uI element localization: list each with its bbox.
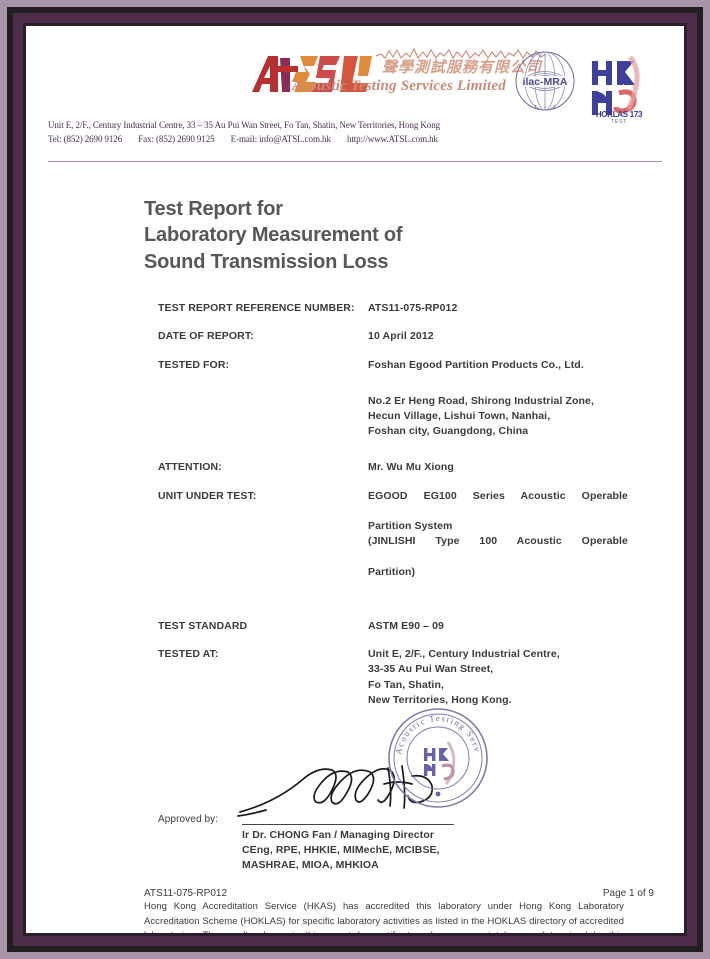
hoklas-caption: HOKLAS 173 <box>595 110 643 119</box>
field-row-tested-at: TESTED AT: Unit E, 2/F., Century Industr… <box>158 647 628 708</box>
client-address-line-3: Foshan city, Guangdong, China <box>368 425 529 438</box>
accreditation-notice: Hong Kong Accreditation Service (HKAS) h… <box>144 900 624 933</box>
footer-page-number: Page 1 of 9 <box>602 888 654 899</box>
waveform-decoration-icon <box>376 48 546 60</box>
unit-under-test-label: UNIT UNDER TEST: <box>158 489 257 502</box>
date-label: DATE OF REPORT: <box>158 330 254 343</box>
tested-at-line-1: Unit E, 2/F., Century Industrial Centre, <box>368 648 560 661</box>
company-fax: Fax: (852) 2690 9125 <box>138 134 215 144</box>
document-frame-plum: 聲學測試服務有限公司 Acoustic Testing Services Lim… <box>13 13 697 946</box>
field-row-attention: ATTENTION: Mr. Wu Mu Xiong <box>158 460 628 475</box>
client-address-line-2: Hecun Village, Lishui Town, Nanhai, <box>368 410 551 423</box>
tested-for-label: TESTED FOR: <box>158 358 230 371</box>
company-tagline: Acoustic Testing Services Limited <box>292 78 506 94</box>
tested-at-line-4: New Territories, Hong Kong. <box>368 693 512 706</box>
company-logo-zone: 聲學測試服務有限公司 Acoustic Testing Services Lim… <box>248 48 548 118</box>
company-email: E-mail: info@ATSL.com.hk <box>230 134 331 144</box>
client-address-line-1: No.2 Er Heng Road, Shirong Industrial Zo… <box>368 394 594 407</box>
approval-block: Acoustic Testing Services Limited Approv… <box>158 706 628 884</box>
report-details: TEST REPORT REFERENCE NUMBER: ATS11-075-… <box>158 301 628 708</box>
report-title-line-2: Laboratory Measurement of <box>144 224 403 247</box>
spacer <box>158 452 628 460</box>
document-frame-inner-line: 聲學測試服務有限公司 Acoustic Testing Services Lim… <box>23 23 687 936</box>
field-row-reference: TEST REPORT REFERENCE NUMBER: ATS11-075-… <box>158 301 628 316</box>
unit-line-4: Partition) <box>368 565 416 578</box>
tested-at-line-2: 33-35 Au Pui Wan Street, <box>368 663 494 676</box>
company-website: http://www.ATSL.com.hk <box>346 134 438 144</box>
signature-rule <box>242 824 454 826</box>
company-address: Unit E, 2/F., Century Industrial Centre,… <box>48 120 441 130</box>
atsl-logo-icon <box>252 56 372 92</box>
reference-label: TEST REPORT REFERENCE NUMBER: <box>158 302 355 315</box>
attention-value: Mr. Wu Mu Xiong <box>368 461 454 474</box>
spacer <box>158 593 628 619</box>
attention-label: ATTENTION: <box>158 461 222 474</box>
tested-at-label: TESTED AT: <box>158 648 219 661</box>
report-title: Test Report for Laboratory Measurement o… <box>144 196 684 275</box>
date-value: 10 April 2012 <box>368 330 434 343</box>
unit-under-test-value: EGOOD EG100 Series Acoustic Operable Par… <box>368 489 628 580</box>
approver-credentials-1: CEng, RPE, HHKIE, MIMechE, MCIBSE, <box>242 844 440 857</box>
field-row-date: DATE OF REPORT: 10 April 2012 <box>158 329 628 344</box>
letterhead-address-block: Unit E, 2/F., Century Industrial Centre,… <box>48 120 662 144</box>
company-seal-stamp: Acoustic Testing Services Limited <box>386 706 488 808</box>
field-row-test-standard: TEST STANDARD ASTM E90 – 09 <box>158 619 628 634</box>
letterhead: 聲學測試服務有限公司 Acoustic Testing Services Lim… <box>48 44 662 162</box>
tested-at-line-3: Fo Tan, Shatin, <box>368 678 444 691</box>
unit-line-1: EGOOD EG100 Series Acoustic Operable <box>368 489 628 502</box>
report-title-line-3: Sound Transmission Loss <box>144 250 389 273</box>
spacer <box>158 386 628 394</box>
unit-line-3: (JINLISHI Type 100 Acoustic Operable <box>368 535 628 548</box>
ilac-mra-logo-icon: ilac-MRA <box>515 51 575 111</box>
footer-reference: ATS11-075-RP012 <box>144 888 228 899</box>
field-row-unit-under-test: UNIT UNDER TEST: EGOOD EG100 Series Acou… <box>158 489 628 580</box>
test-standard-label: TEST STANDARD <box>158 620 248 633</box>
accreditation-paragraph: Hong Kong Accreditation Service (HKAS) h… <box>144 901 624 933</box>
svg-text:Acoustic Testing Services Limi: Acoustic Testing Services Limited <box>386 706 483 755</box>
client-address-value: No.2 Er Heng Road, Shirong Industrial Zo… <box>368 394 628 440</box>
company-tel: Tel: (852) 2690 9126 <box>48 134 123 144</box>
approver-credentials-2: MASHRAE, MIOA, MHKIOA <box>242 858 379 871</box>
test-standard-value: ASTM E90 – 09 <box>368 620 444 633</box>
approver-name: Ir Dr. CHONG Fan / Managing Director <box>242 829 435 842</box>
document-frame-dark: 聲學測試服務有限公司 Acoustic Testing Services Lim… <box>7 7 703 952</box>
field-row-tested-for: TESTED FOR: Foshan Egood Partition Produ… <box>158 358 628 373</box>
tested-at-value: Unit E, 2/F., Century Industrial Centre,… <box>368 647 628 708</box>
approved-by-label: Approved by: <box>158 814 219 826</box>
hoklas-sub-caption: TEST <box>610 119 628 125</box>
hkas-logo-icon <box>592 55 640 115</box>
unit-line-2: Partition System <box>368 520 453 533</box>
svg-text:ilac-MRA: ilac-MRA <box>523 76 568 88</box>
page-footer: ATS11-075-RP012 Page 1 of 9 <box>144 888 654 899</box>
approver-details: Ir Dr. CHONG Fan / Managing Director CEn… <box>242 828 440 873</box>
tested-for-value: Foshan Egood Partition Products Co., Ltd… <box>368 358 584 371</box>
field-row-client-address: No.2 Er Heng Road, Shirong Industrial Zo… <box>158 394 628 440</box>
client-address-label <box>158 394 368 440</box>
reference-value: ATS11-075-RP012 <box>368 302 458 315</box>
handwritten-signature <box>237 765 434 817</box>
company-name-chinese: 聲學測試服務有限公司 <box>382 58 543 76</box>
document-page: 聲學測試服務有限公司 Acoustic Testing Services Lim… <box>26 26 684 933</box>
company-contact-line: Tel: (852) 2690 9126 Fax: (852) 2690 912… <box>48 134 662 144</box>
report-title-line-1: Test Report for <box>144 198 283 220</box>
